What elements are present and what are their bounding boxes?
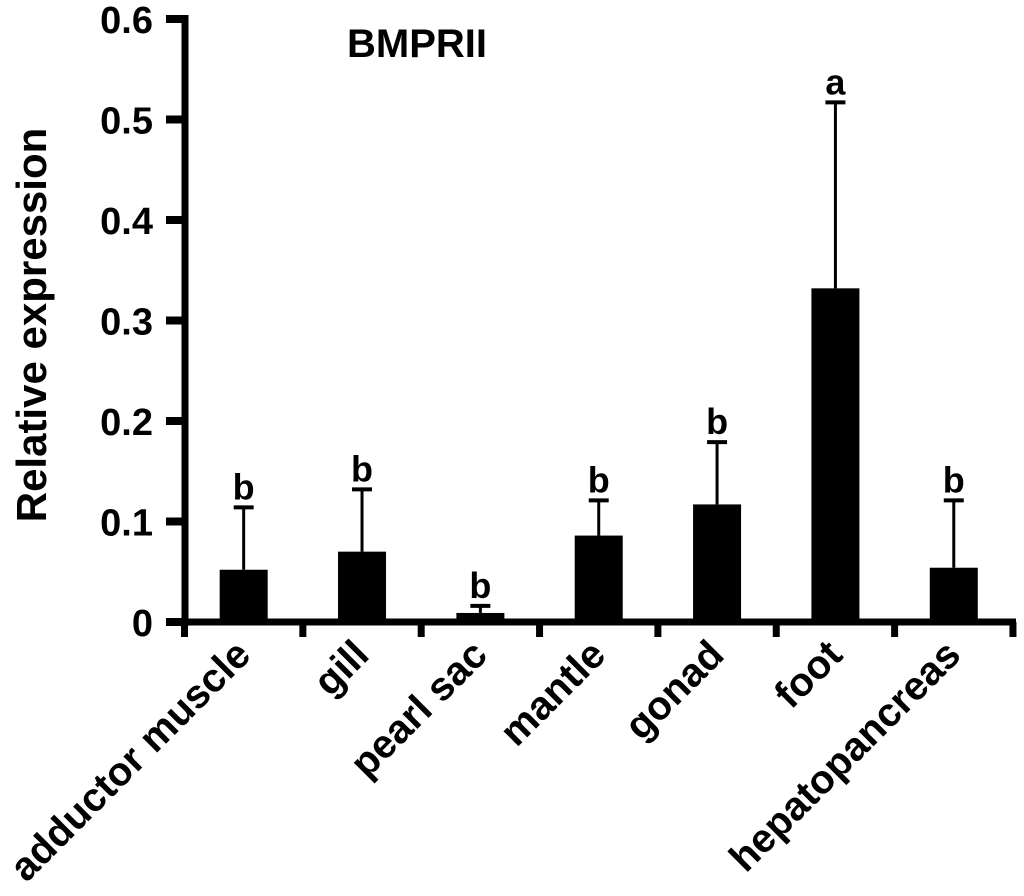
y-axis-title: Relative expression [8,128,55,523]
bar [219,569,268,625]
y-tick-label: 0.3 [100,302,153,344]
significance-letter: a [825,61,846,102]
significance-letter: b [706,401,728,442]
x-tick-label: gonad [616,632,732,748]
y-tick-label: 0.4 [100,201,153,243]
y-tick-label: 0.1 [100,503,153,545]
x-tick-label: mantle [492,632,614,754]
bar [338,551,387,625]
y-tick-label: 0.5 [100,101,153,143]
x-tick-label: foot [766,632,851,717]
significance-letter: b [943,459,965,500]
bar [693,504,742,625]
y-tick-label: 0 [132,603,153,645]
y-tick-label: 0.6 [100,0,153,42]
chart-title: BMPRII [347,22,487,66]
bar [574,535,623,625]
x-tick-label: hepatopancreas [721,632,969,880]
bar [811,288,860,625]
y-tick-label: 0.2 [100,402,153,444]
x-tick-label: gill [305,632,377,704]
significance-letter: b [351,448,373,489]
significance-letter: b [469,565,491,606]
x-tick-label: adductor muscle [2,632,259,889]
bar [929,567,978,625]
significance-letter: b [233,466,255,507]
significance-letter: b [588,459,610,500]
